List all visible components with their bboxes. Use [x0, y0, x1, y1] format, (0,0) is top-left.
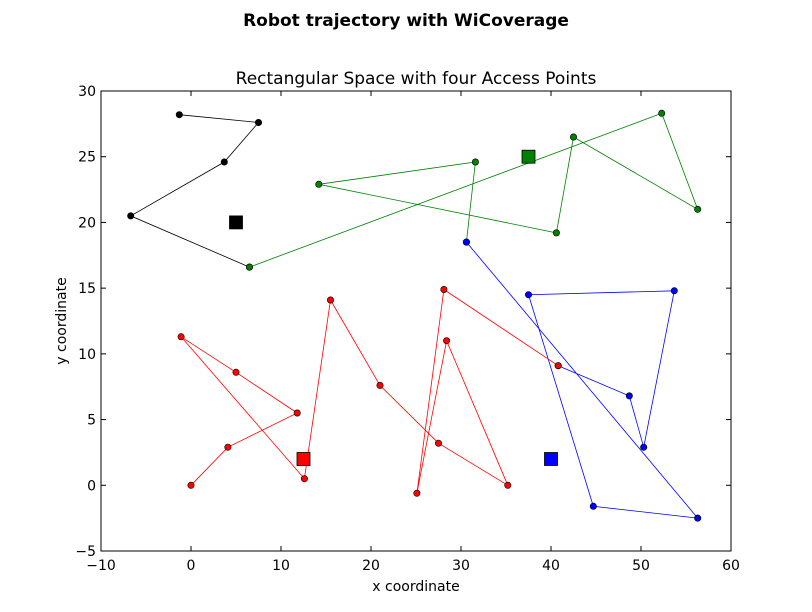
y-tick-label: 25	[78, 150, 96, 166]
trajectory-point	[224, 443, 232, 451]
access-point-marker-0	[229, 215, 243, 230]
y-tick-label: 10	[78, 347, 96, 363]
trajectory-point	[413, 489, 421, 497]
trajectory-point	[326, 296, 334, 304]
trajectory-line-1	[249, 112, 699, 268]
access-point-marker-2	[296, 452, 311, 466]
chart-suptitle: Robot trajectory with WiCoverage	[243, 11, 569, 31]
x-tick-label: 20	[362, 558, 380, 574]
trajectory-point	[187, 481, 195, 489]
y-axis-label: y coordinate	[54, 277, 70, 364]
trajectory-point	[504, 481, 512, 489]
trajectory-point	[232, 368, 240, 376]
trajectory-point	[300, 475, 308, 483]
trajectory-point	[658, 109, 666, 117]
y-tick-label: 30	[78, 84, 96, 100]
access-point-marker-3	[544, 452, 558, 466]
y-tick-label: 20	[78, 215, 96, 231]
trajectory-point	[255, 119, 263, 127]
trajectory-point	[220, 158, 228, 166]
x-tick-label: 50	[632, 558, 650, 574]
trajectory-point	[443, 337, 451, 345]
trajectory-point	[589, 502, 597, 510]
y-tick-label: 5	[87, 413, 96, 429]
trajectory-point	[554, 362, 562, 370]
trajectory-point	[694, 205, 702, 213]
trajectory-point	[625, 392, 633, 400]
trajectory-point	[246, 263, 254, 271]
trajectory-point	[569, 133, 577, 141]
trajectory-point	[524, 291, 532, 299]
trajectory-line-3	[180, 288, 559, 494]
y-tick-label: −5	[75, 544, 96, 560]
y-tick-label: 15	[78, 281, 96, 297]
x-tick-label: 30	[452, 558, 470, 574]
trajectory-point	[640, 443, 648, 451]
trajectory-point	[471, 158, 479, 166]
trajectory-point	[175, 111, 183, 119]
trajectory-point	[694, 514, 702, 522]
access-point-marker-1	[521, 149, 536, 164]
trajectory-point	[315, 180, 323, 188]
trajectory-point	[440, 285, 448, 293]
trajectory-point	[434, 439, 442, 447]
trajectory-point	[376, 381, 384, 389]
x-tick-label: 60	[722, 558, 740, 574]
plot-frame	[100, 90, 732, 552]
y-tick-label: 0	[87, 478, 96, 494]
trajectory-point	[177, 333, 185, 341]
chart-title: Rectangular Space with four Access Point…	[236, 69, 597, 89]
trajectory-point	[293, 409, 301, 417]
x-tick-label: 40	[542, 558, 560, 574]
x-axis-label: x coordinate	[372, 579, 459, 595]
plot-area	[101, 91, 731, 551]
trajectory-point	[552, 229, 560, 237]
trajectory-line-2	[466, 241, 699, 519]
access-points-layer	[229, 149, 558, 466]
x-tick-label: 0	[187, 558, 196, 574]
x-tick-label: −10	[86, 558, 116, 574]
series-layer	[127, 109, 702, 522]
ticks-layer: −10 0 10 20 30 40 50 60 −5 0 5 10 15 20 25 30	[75, 84, 740, 574]
x-tick-label: 10	[272, 558, 290, 574]
trajectory-point	[670, 287, 678, 295]
trajectory-point	[127, 212, 135, 220]
trajectory-point	[462, 238, 470, 246]
